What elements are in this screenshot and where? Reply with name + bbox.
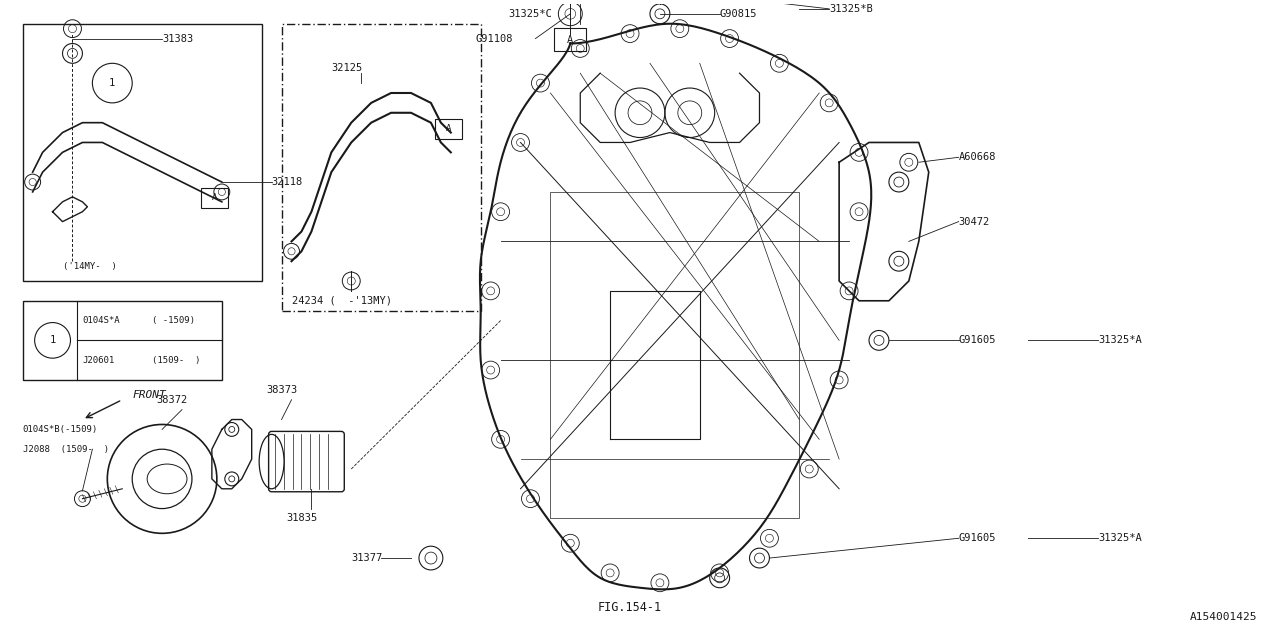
Text: 38372: 38372 bbox=[156, 395, 188, 404]
Text: 32125: 32125 bbox=[332, 63, 362, 73]
Text: 1: 1 bbox=[109, 78, 115, 88]
Text: 1: 1 bbox=[50, 335, 56, 346]
Text: ('14MY-  ): ('14MY- ) bbox=[63, 262, 116, 271]
Text: 31377: 31377 bbox=[351, 553, 383, 563]
Text: FIG.154-1: FIG.154-1 bbox=[598, 601, 662, 614]
Text: 0104S*A: 0104S*A bbox=[82, 316, 120, 325]
Text: FRONT: FRONT bbox=[132, 390, 166, 400]
Text: 24234 (  -'13MY): 24234 ( -'13MY) bbox=[292, 296, 392, 306]
Text: 0104S*B(-1509): 0104S*B(-1509) bbox=[23, 425, 99, 434]
Text: 32118: 32118 bbox=[271, 177, 303, 187]
Text: A154001425: A154001425 bbox=[1190, 612, 1257, 623]
Bar bbox=[282, 24, 481, 310]
Text: 30472: 30472 bbox=[959, 216, 989, 227]
Text: 31325*A: 31325*A bbox=[1098, 533, 1142, 543]
Bar bbox=[23, 24, 261, 281]
Text: A60668: A60668 bbox=[959, 152, 996, 163]
Text: J20601: J20601 bbox=[82, 356, 115, 365]
Text: A: A bbox=[211, 193, 218, 202]
Text: 31325*A: 31325*A bbox=[1098, 335, 1142, 346]
Text: 38373: 38373 bbox=[266, 385, 297, 395]
Text: ( -1509): ( -1509) bbox=[152, 316, 195, 325]
Text: 31325*C: 31325*C bbox=[508, 9, 553, 19]
Text: (1509-  ): (1509- ) bbox=[152, 356, 201, 365]
Text: 31835: 31835 bbox=[285, 513, 317, 524]
Text: G91605: G91605 bbox=[959, 335, 996, 346]
Text: A: A bbox=[445, 124, 451, 133]
Text: G91108: G91108 bbox=[476, 33, 513, 44]
Text: J2088  (1509-  ): J2088 (1509- ) bbox=[23, 445, 109, 454]
Text: 31383: 31383 bbox=[163, 33, 193, 44]
Text: 31325*B: 31325*B bbox=[829, 4, 873, 14]
Text: A: A bbox=[567, 35, 573, 45]
Bar bbox=[23, 301, 221, 380]
Text: G90815: G90815 bbox=[719, 9, 758, 19]
Text: G91605: G91605 bbox=[959, 533, 996, 543]
